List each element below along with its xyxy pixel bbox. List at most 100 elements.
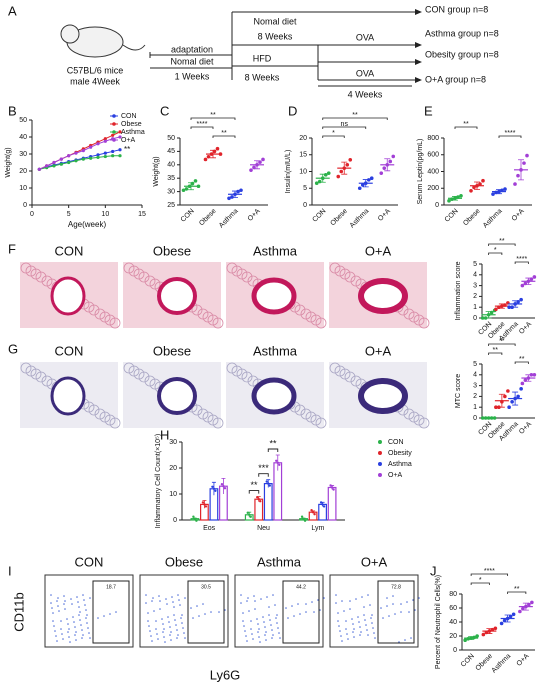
event-dot — [176, 629, 178, 631]
event-dot — [358, 621, 360, 623]
event-dot — [74, 634, 76, 636]
error-bar — [362, 179, 369, 188]
event-dot — [164, 641, 166, 643]
event-dot — [278, 632, 280, 634]
flow-plot — [234, 574, 324, 648]
y-axis-label: Inflammatory Cell Count(×10⁵) — [155, 434, 162, 529]
y-tick-label: 40 — [449, 619, 457, 626]
tissue-texture — [35, 371, 47, 383]
data-point — [357, 186, 362, 191]
significance-label: * — [332, 130, 335, 137]
tissue-texture — [88, 304, 100, 316]
data-point — [261, 157, 265, 162]
event-dot — [62, 638, 64, 640]
significance-bracket — [488, 252, 503, 255]
event-dot — [247, 597, 249, 599]
x-tick-label: CON — [460, 653, 476, 669]
data-point — [326, 171, 331, 175]
event-dot — [264, 626, 266, 628]
y-tick-label: 200 — [427, 185, 439, 192]
event-dot — [382, 617, 384, 619]
event-dot — [165, 598, 167, 600]
flow-plot — [139, 574, 229, 648]
event-dot — [343, 610, 345, 612]
event-dot — [272, 594, 274, 596]
data-point — [118, 154, 122, 158]
airway — [251, 377, 297, 415]
event-dot — [103, 615, 105, 617]
event-dot — [76, 596, 78, 598]
event-dot — [64, 600, 66, 602]
data-point — [391, 154, 396, 159]
y-axis-label: Weight(g) — [5, 147, 12, 177]
x-axis-label: Ly6G — [210, 667, 241, 682]
data-point — [499, 621, 504, 626]
event-dot — [404, 639, 406, 641]
event-dot — [347, 638, 349, 640]
event-dot — [260, 598, 262, 600]
legend-label: Asthma — [388, 461, 412, 468]
data-point — [502, 618, 507, 623]
event-dot — [161, 618, 163, 620]
event-dot — [75, 639, 77, 641]
event-dot — [364, 619, 366, 621]
event-dot — [363, 606, 365, 608]
y-tick-label: 15 — [299, 152, 307, 159]
y-tick-label: 3 — [473, 282, 477, 289]
data-point — [81, 157, 85, 161]
event-dot — [171, 596, 173, 598]
event-dot — [162, 623, 164, 625]
event-dot — [54, 630, 56, 632]
significance-label: **** — [484, 568, 495, 575]
event-dot — [55, 635, 57, 637]
event-dot — [184, 637, 186, 639]
data-point — [360, 183, 365, 187]
event-dot — [66, 618, 68, 620]
significance-label: ** — [352, 112, 358, 119]
error-bar — [188, 182, 194, 191]
tissue-texture — [191, 304, 203, 316]
x-tick-label: O+A — [377, 208, 392, 223]
event-dot — [52, 612, 54, 614]
significance-bracket — [488, 343, 516, 346]
data-point — [317, 179, 322, 184]
data-point — [322, 505, 326, 508]
event-dot — [175, 624, 177, 626]
airway — [358, 378, 408, 414]
data-point — [206, 154, 211, 159]
data-point — [181, 188, 186, 193]
data-point — [518, 609, 522, 614]
x-tick-label: O+A — [516, 653, 531, 668]
data-point — [532, 373, 537, 377]
x-tick-label: CON — [180, 208, 196, 224]
event-dot — [371, 614, 373, 616]
data-point — [89, 145, 93, 149]
airway — [251, 277, 297, 315]
data-point — [503, 394, 507, 399]
event-dot — [60, 628, 62, 630]
significance-label: ns — [341, 121, 349, 128]
event-dot — [414, 609, 416, 611]
event-dot — [145, 602, 147, 604]
legend-label: O+A — [121, 137, 136, 144]
tissue-texture — [138, 271, 150, 283]
event-dot — [85, 609, 87, 611]
data-point — [204, 505, 208, 508]
x-tick-label: Asthma — [482, 208, 504, 230]
error-bar — [486, 628, 493, 634]
data-point — [192, 515, 195, 518]
event-dot — [363, 614, 365, 616]
data-point — [118, 130, 122, 134]
x-tick-label: Lym — [311, 525, 324, 532]
event-dot — [335, 602, 337, 604]
y-tick-label: 0 — [453, 647, 457, 654]
significance-bracket — [507, 591, 527, 594]
bar — [263, 483, 273, 521]
tissue-texture — [294, 304, 306, 316]
event-dot — [60, 620, 62, 622]
legend-swatch — [378, 451, 382, 455]
event-dot — [51, 607, 53, 609]
event-dot — [291, 605, 293, 607]
y-tick-label: 1 — [473, 304, 477, 311]
tissue-texture — [241, 371, 253, 383]
